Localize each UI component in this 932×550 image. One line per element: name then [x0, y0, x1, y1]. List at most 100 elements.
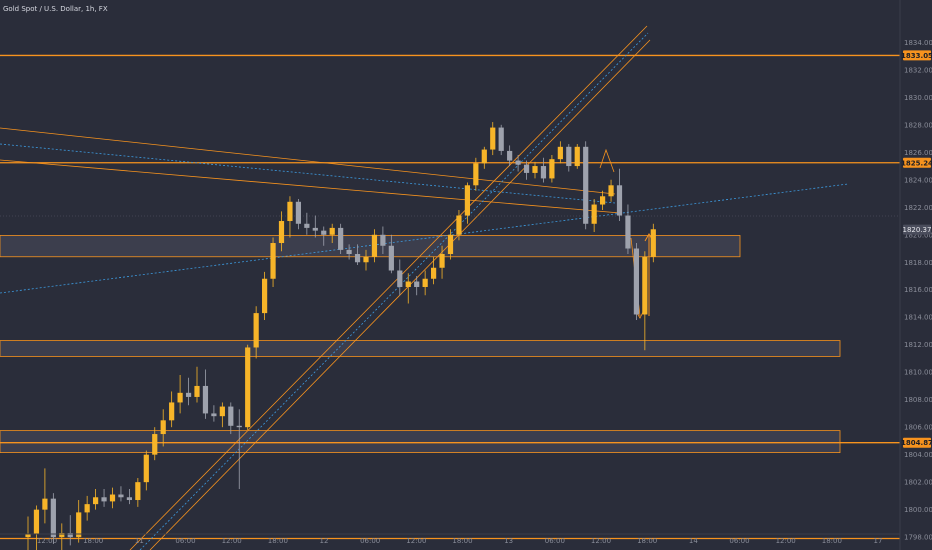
candle [219, 402, 225, 428]
candle [371, 229, 378, 263]
y-tick-label: 1800.00 [904, 506, 932, 514]
candle [143, 450, 149, 491]
candle-body [287, 201, 293, 222]
candle [211, 405, 217, 422]
candle [447, 229, 454, 260]
candle-body [59, 533, 65, 538]
x-tick-label: 18:00 [637, 537, 657, 545]
candle [245, 344, 251, 430]
candle [338, 223, 344, 255]
trendlines-layer [0, 25, 900, 550]
candle [566, 144, 572, 172]
candle [650, 223, 656, 263]
candle [118, 486, 124, 502]
candle [236, 409, 242, 490]
candle [557, 141, 563, 164]
y-tick-label: 1818.00 [904, 259, 932, 267]
candle-body [295, 201, 301, 224]
candle-body [608, 185, 614, 197]
candle-body [84, 504, 90, 513]
x-tick-label: 06:00 [175, 537, 195, 545]
candle [67, 515, 73, 546]
candle [608, 179, 614, 202]
candle [194, 366, 200, 403]
y-tick-label: 1824.00 [904, 176, 932, 184]
candle-body [557, 146, 563, 160]
candle-body [515, 160, 521, 165]
candle [633, 243, 639, 320]
candle [42, 468, 48, 524]
y-tick-label: 1828.00 [904, 121, 932, 129]
candle-body [431, 267, 437, 279]
candle-body [126, 497, 132, 501]
candle [262, 271, 268, 320]
y-tick-label: 1810.00 [904, 369, 932, 377]
candle [642, 251, 648, 351]
dotted-line-up [0, 183, 849, 294]
candle-body [346, 249, 352, 255]
candle-body [397, 270, 403, 287]
price-tag-box [903, 224, 931, 235]
candle [59, 523, 65, 550]
candle [532, 161, 538, 179]
candle-body [202, 385, 209, 414]
x-tick-label: 12:00 [222, 537, 242, 545]
candle-body [211, 413, 217, 417]
candle [346, 244, 352, 260]
candle-body [278, 221, 285, 244]
candle-body [439, 254, 445, 268]
x-tick-label: 12:00 [776, 537, 796, 545]
price-tag-label: 1820.37 [903, 226, 932, 234]
candle-body [625, 215, 631, 249]
candle-body [143, 454, 149, 483]
x-tick-label: 12:00 [406, 537, 426, 545]
x-tick-label: 06:00 [729, 537, 749, 545]
price-tag-box [903, 50, 931, 61]
candle [591, 199, 597, 233]
x-tick-label: 12:00 [37, 537, 57, 545]
candle [202, 369, 209, 419]
candle-body [532, 166, 538, 173]
x-tick-label: 13 [504, 537, 513, 545]
candle-body [219, 406, 225, 417]
candle-body [185, 392, 192, 397]
x-tick-label: 18:00 [83, 537, 103, 545]
candle [414, 276, 420, 296]
candle-body [118, 494, 124, 498]
y-axis: 1834.00 1832.00 1830.00 1828.00 1826.00 1824.… [899, 0, 932, 550]
candle [228, 402, 234, 435]
candle [422, 270, 428, 296]
candle-body [67, 533, 73, 538]
candle-body [490, 127, 496, 150]
candle-body [566, 146, 572, 167]
candle-body [338, 227, 344, 250]
x-tick-label: 17 [874, 537, 883, 545]
candle-body [253, 313, 259, 348]
candle [456, 210, 462, 241]
candle-body [321, 230, 327, 235]
y-tick-label: 1808.00 [904, 396, 932, 404]
x-tick-label: 14 [689, 537, 698, 545]
candle-body [456, 215, 462, 235]
candle [329, 223, 335, 244]
y-tick-label: 1802.00 [904, 479, 932, 487]
candle-body [405, 281, 411, 287]
candle-body [312, 227, 318, 231]
chart-title: Gold Spot / U.S. Dollar, 1h, FX [3, 5, 108, 13]
candle-body [371, 234, 378, 257]
candle [540, 157, 547, 183]
levels-layer [0, 54, 900, 540]
candle [76, 500, 82, 543]
x-tick-label: 18:00 [452, 537, 472, 545]
candle-body [354, 254, 361, 263]
candle [523, 160, 530, 180]
candle [185, 377, 192, 406]
candle-body [633, 248, 639, 315]
candle [481, 146, 487, 169]
candle-body [262, 278, 268, 314]
candle-body [270, 243, 276, 279]
candle-body [498, 127, 504, 151]
y-tick-label: 1816.00 [904, 286, 932, 294]
channel-line-upper [129, 25, 648, 550]
